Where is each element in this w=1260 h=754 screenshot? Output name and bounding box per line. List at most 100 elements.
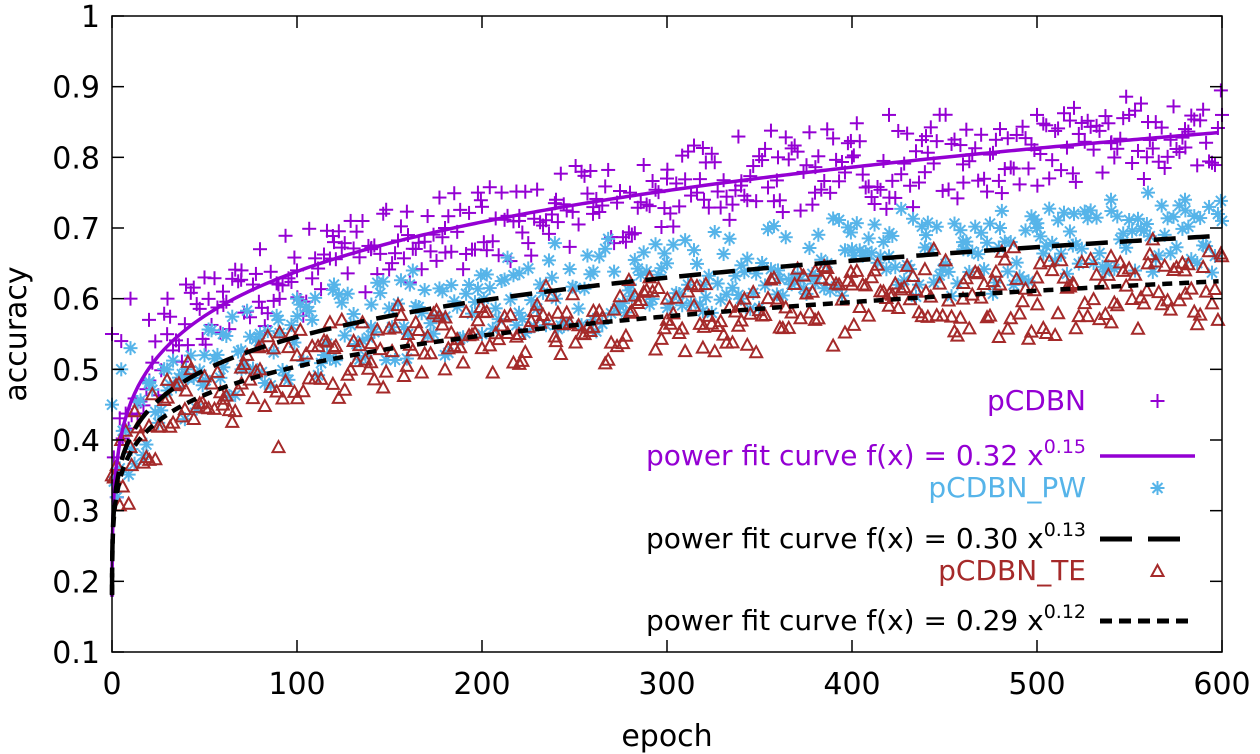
data-point-pCDBN xyxy=(302,221,317,236)
legend-item-6: power fit curve f(x) = 0.29 x0.12 xyxy=(646,601,1195,637)
data-point-pCDBN xyxy=(1036,116,1051,131)
data-point-pCDBN xyxy=(1193,113,1208,128)
data-point-pCDBN xyxy=(980,184,995,199)
data-point-pCDBN_TE xyxy=(1041,253,1057,268)
data-point-pCDBN_TE xyxy=(206,400,223,415)
data-point-pCDBN_TE xyxy=(422,345,439,360)
data-point-pCDBN_TE xyxy=(594,309,610,324)
data-point-pCDBN_PW xyxy=(849,216,864,231)
data-point-pCDBN_PW xyxy=(586,264,601,279)
data-point-pCDBN_TE xyxy=(689,278,705,293)
data-point-pCDBN_PW xyxy=(1125,224,1140,239)
data-point-pCDBN_TE xyxy=(562,314,578,330)
data-point-pCDBN_TE xyxy=(603,334,619,349)
data-point-pCDBN_TE xyxy=(458,303,474,318)
data-point-pCDBN_TE xyxy=(881,285,898,300)
data-point-pCDBN_PW xyxy=(1067,206,1081,221)
data-point-pCDBN_TE xyxy=(331,389,347,404)
data-point-pCDBN_TE xyxy=(893,281,909,296)
data-point-pCDBN_TE xyxy=(650,279,667,294)
legend-marker-plus xyxy=(1150,394,1165,408)
data-point-pCDBN xyxy=(592,204,607,219)
data-point-pCDBN_PW xyxy=(402,277,417,292)
data-point-pCDBN xyxy=(1101,116,1116,131)
data-point-pCDBN_PW xyxy=(666,237,681,252)
data-point-pCDBN_PW xyxy=(500,250,515,265)
data-point-pCDBN_TE xyxy=(1165,261,1182,277)
data-point-pCDBN_PW xyxy=(719,287,734,302)
data-point-pCDBN_TE xyxy=(840,272,856,287)
data-point-pCDBN xyxy=(959,122,974,137)
data-point-pCDBN xyxy=(160,291,175,306)
data-point-pCDBN_TE xyxy=(440,340,457,355)
data-point-pCDBN_TE xyxy=(1014,293,1031,308)
data-point-pCDBN xyxy=(414,262,429,277)
data-point-pCDBN xyxy=(814,182,829,197)
data-point-pCDBN xyxy=(1136,171,1151,186)
data-point-pCDBN xyxy=(343,213,358,228)
x-tick-label: 400 xyxy=(823,667,880,702)
data-point-pCDBN_TE xyxy=(196,368,213,383)
data-point-pCDBN xyxy=(1116,111,1131,126)
data-point-pCDBN_TE xyxy=(1029,269,1045,284)
data-point-pCDBN_TE xyxy=(633,291,649,306)
data-point-pCDBN_TE xyxy=(319,333,335,348)
x-tick-label: 600 xyxy=(1193,667,1250,702)
data-point-pCDBN xyxy=(349,224,364,239)
data-point-pCDBN xyxy=(275,278,290,293)
data-point-pCDBN_TE xyxy=(766,269,782,284)
data-point-pCDBN_PW xyxy=(876,234,891,249)
data-point-pCDBN xyxy=(231,274,246,289)
data-point-pCDBN_TE xyxy=(295,383,311,398)
data-point-pCDBN xyxy=(645,174,660,189)
data-point-pCDBN_TE xyxy=(405,342,421,357)
data-point-pCDBN_TE xyxy=(704,315,720,330)
legend-label: power fit curve f(x) = 0.32 x0.15 xyxy=(646,436,1086,472)
data-point-pCDBN_PW xyxy=(1116,226,1131,241)
data-point-pCDBN_PW xyxy=(204,323,219,338)
data-point-pCDBN xyxy=(482,180,497,195)
data-point-pCDBN_TE xyxy=(399,357,415,372)
data-point-pCDBN xyxy=(701,200,716,215)
data-point-pCDBN xyxy=(549,192,563,207)
data-point-pCDBN_TE xyxy=(724,334,741,349)
data-point-pCDBN xyxy=(704,146,719,161)
data-point-pCDBN xyxy=(423,244,438,259)
data-point-pCDBN_TE xyxy=(739,336,755,351)
data-point-pCDBN_PW xyxy=(1057,205,1072,220)
x-tick-label: 0 xyxy=(102,667,121,702)
data-point-pCDBN_TE xyxy=(1192,306,1208,321)
data-point-pCDBN xyxy=(494,185,509,200)
data-point-pCDBN xyxy=(855,167,870,182)
data-point-pCDBN_TE xyxy=(517,343,533,359)
data-point-pCDBN_PW xyxy=(879,262,894,277)
data-point-pCDBN_TE xyxy=(905,267,921,283)
data-point-pCDBN_TE xyxy=(662,315,679,330)
data-point-pCDBN xyxy=(1030,107,1044,122)
data-point-pCDBN xyxy=(627,226,642,241)
data-point-pCDBN xyxy=(453,202,468,217)
data-point-pCDBN_TE xyxy=(789,260,806,275)
data-point-pCDBN xyxy=(938,107,953,122)
data-point-pCDBN_PW xyxy=(308,290,323,305)
data-point-pCDBN_PW xyxy=(346,307,361,322)
data-point-pCDBN xyxy=(858,180,873,195)
data-point-pCDBN_TE xyxy=(411,321,427,337)
data-point-pCDBN_TE xyxy=(230,381,246,396)
data-point-pCDBN xyxy=(216,284,230,299)
fit-curve-2 xyxy=(109,233,1219,596)
data-point-pCDBN_TE xyxy=(1088,266,1105,281)
data-point-pCDBN xyxy=(571,217,586,232)
data-point-pCDBN xyxy=(749,194,764,209)
data-point-pCDBN_TE xyxy=(636,283,652,298)
data-point-pCDBN_TE xyxy=(733,312,750,327)
data-point-pCDBN xyxy=(1074,115,1089,130)
data-point-pCDBN xyxy=(864,190,879,205)
data-point-pCDBN_TE xyxy=(1168,258,1185,274)
data-point-pCDBN xyxy=(781,152,796,167)
data-point-pCDBN xyxy=(731,129,746,144)
data-point-pCDBN_TE xyxy=(745,283,761,299)
data-point-pCDBN xyxy=(530,182,545,197)
data-point-pCDBN_PW xyxy=(698,290,713,305)
